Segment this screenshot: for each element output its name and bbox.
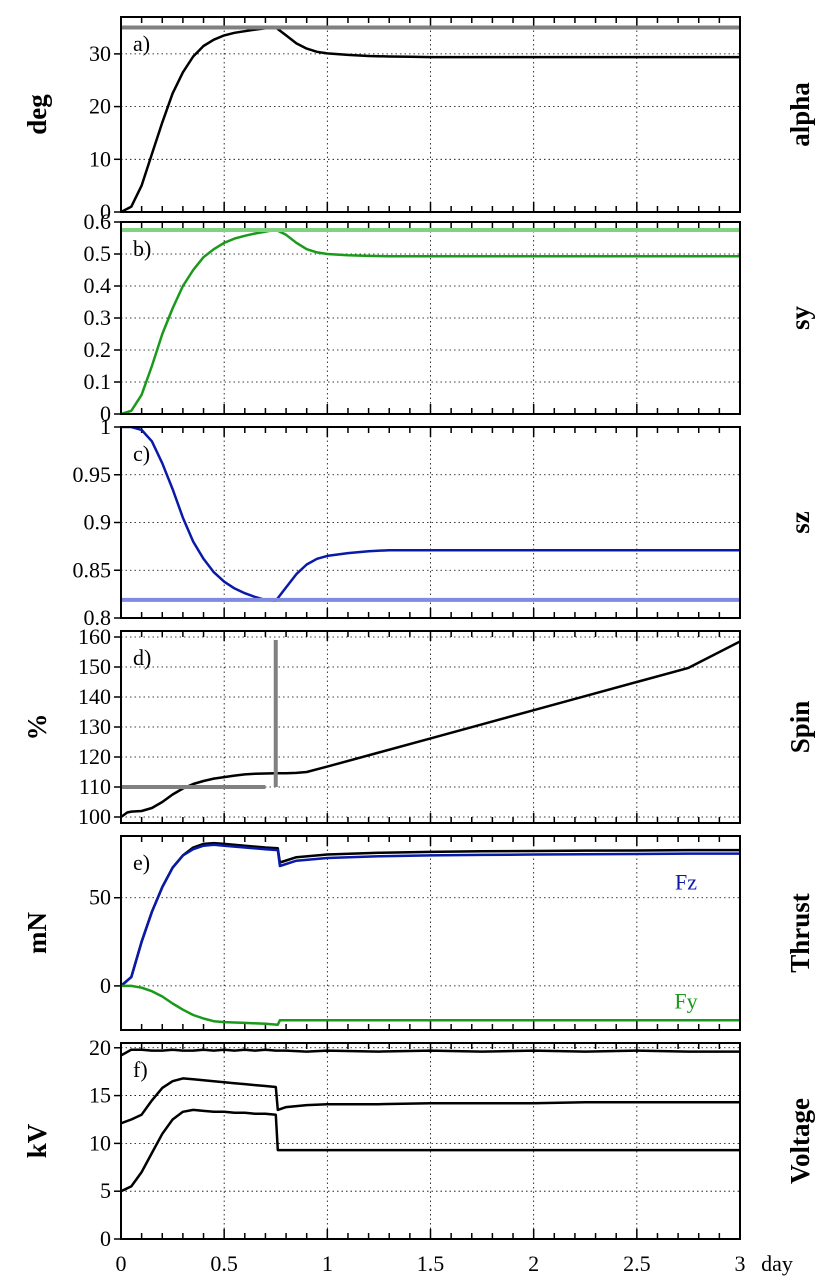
panel-2-series-1 xyxy=(121,228,740,414)
panel-5-label: e) xyxy=(133,850,150,875)
panel-4-ytick-label: 130 xyxy=(78,714,111,739)
panel-3-ytick-label: 1 xyxy=(100,414,111,439)
panel-2-frame xyxy=(120,221,741,415)
panel-5-series-name-fy: Fy xyxy=(674,988,697,1013)
panel-6-ytick-label: 0 xyxy=(100,1226,111,1251)
panel-2-ytick-label: 0 xyxy=(100,401,111,426)
panel-2-ytick-label: 0.5 xyxy=(84,241,112,266)
panel-2-right-label: sy xyxy=(785,306,815,331)
panel-3-label: c) xyxy=(133,441,150,466)
panel-6-frame xyxy=(120,1042,741,1240)
panel-6-series-2 xyxy=(121,1077,740,1125)
panel-3-right-label: sz xyxy=(785,511,815,534)
panel-6-ytick-label: 10 xyxy=(89,1130,111,1155)
panel-3-ytick-label: 0.85 xyxy=(73,557,112,582)
panel-4-ytick-label: 120 xyxy=(78,744,111,769)
panel-6-ytick-label: 5 xyxy=(100,1178,111,1203)
x-tick-label: 2 xyxy=(528,1251,539,1276)
panel-3-frame xyxy=(120,426,741,619)
panel-5-ylabel: mN xyxy=(22,912,52,954)
panel-4-ytick-label: 140 xyxy=(78,684,111,709)
panel-5-series-2 xyxy=(121,843,740,987)
panel-5-series-name-fz: Fz xyxy=(675,870,697,895)
panel-6-ytick-label: 15 xyxy=(89,1083,111,1108)
x-tick-label: 2.5 xyxy=(623,1251,651,1276)
panel-6-series-1 xyxy=(121,1048,740,1057)
panel-4-series-1 xyxy=(121,640,740,819)
panel-2-ytick-label: 0.6 xyxy=(84,209,112,234)
panel-2-ytick-label: 0.4 xyxy=(84,273,112,298)
x-axis-label: day xyxy=(761,1251,793,1276)
x-tick-label: 3 xyxy=(735,1251,746,1276)
panel-4-label: d) xyxy=(133,645,151,670)
panel-1-ylabel: deg xyxy=(22,94,52,135)
panel-6-ytick-label: 20 xyxy=(89,1035,111,1060)
panel-3-ytick-label: 0.8 xyxy=(84,605,112,630)
panel-4-ytick-label: 100 xyxy=(78,804,111,829)
panel-1-ytick-label: 30 xyxy=(89,41,111,66)
panel-6-label: f) xyxy=(133,1057,148,1082)
panel-1-ytick-label: 0 xyxy=(100,199,111,224)
panel-5-ytick-label: 0 xyxy=(100,973,111,998)
panel-6-right-label: Voltage xyxy=(785,1098,815,1184)
panel-4-ytick-label: 150 xyxy=(78,654,111,679)
panel-3-ytick-label: 0.95 xyxy=(73,462,112,487)
panel-1-ytick-label: 20 xyxy=(89,94,111,119)
panel-6-series-3 xyxy=(121,1108,740,1193)
panel-6-ylabel: kV xyxy=(22,1123,52,1158)
panel-4-frame xyxy=(120,630,741,824)
panel-5-series-1 xyxy=(121,841,740,987)
panel-1-series-1 xyxy=(121,26,740,212)
panel-1-ytick-label: 10 xyxy=(89,146,111,171)
panel-1-frame xyxy=(120,16,741,213)
panel-4-ylabel: % xyxy=(22,714,52,741)
panel-1-right-label: alpha xyxy=(785,82,815,147)
panel-5-frame xyxy=(120,835,741,1031)
panel-5-series-3 xyxy=(121,984,740,1026)
x-tick-label: 0 xyxy=(116,1251,127,1276)
x-tick-label: 1.5 xyxy=(417,1251,445,1276)
panel-5-ytick-label: 50 xyxy=(89,885,111,910)
panel-5-right-label: Thrust xyxy=(785,893,815,973)
x-tick-label: 0.5 xyxy=(210,1251,238,1276)
x-tick-label: 1 xyxy=(322,1251,333,1276)
panel-2-ytick-label: 0.3 xyxy=(84,305,112,330)
panel-2-ytick-label: 0.2 xyxy=(84,337,112,362)
panel-2-ytick-label: 0.1 xyxy=(84,369,112,394)
panel-4-ytick-label: 110 xyxy=(79,774,111,799)
panel-3-series-1 xyxy=(121,427,740,603)
panel-4-right-label: Spin xyxy=(785,701,815,754)
panel-4-ytick-label: 160 xyxy=(78,624,111,649)
panel-1-label: a) xyxy=(133,31,150,56)
panel-2-label: b) xyxy=(133,236,151,261)
panel-3-ytick-label: 0.9 xyxy=(84,510,112,535)
